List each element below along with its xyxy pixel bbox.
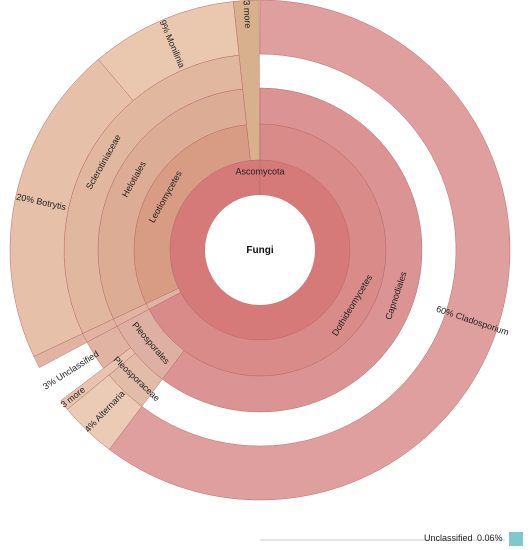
wedge-layer (9, 0, 511, 501)
legend-swatch[interactable] (509, 532, 523, 546)
wedge-cladosporium[interactable] (108, 0, 511, 501)
legend-label: Unclassified (424, 533, 473, 543)
label-ascomycota: Ascomycota (235, 166, 284, 176)
root-label[interactable]: Fungi (246, 245, 273, 256)
center-hole (205, 195, 315, 305)
wedge-3-more[interactable] (233, 0, 260, 161)
legend: Unclassified 0.06% (260, 532, 523, 546)
wedge-unclassified[interactable] (86, 325, 132, 369)
legend-percent: 0.06% (477, 533, 503, 543)
wedge-capnodiales[interactable] (161, 87, 423, 413)
small-label-3-more-bottom: 3 more (242, 0, 254, 29)
